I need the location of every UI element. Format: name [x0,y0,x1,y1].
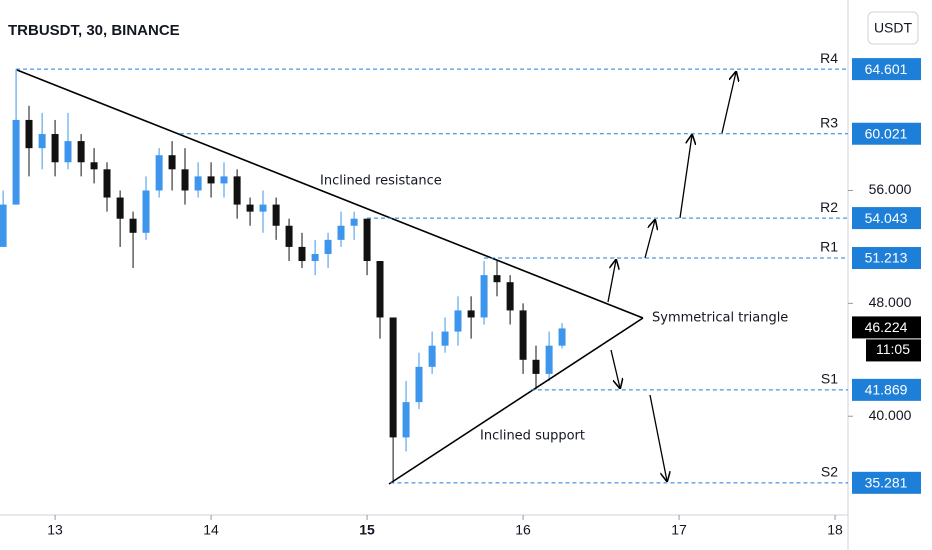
x-tick-label: 16 [515,522,531,538]
x-tick-label: 18 [827,522,843,538]
last-price: 46.224 [865,319,908,335]
candle-body [103,169,111,198]
arrow [607,260,616,303]
candle-body [337,225,345,240]
arrow [679,135,692,219]
x-tick-label: 17 [671,522,687,538]
arrow [649,394,667,481]
x-tick-label: 15 [359,522,375,538]
support-line [388,317,644,485]
candle-body [77,141,85,163]
candle-body [558,328,566,346]
candle-body [233,176,241,205]
candle-body [324,239,332,254]
level-price: 54.043 [865,210,908,226]
candle-body [64,141,72,163]
candle-body [129,218,137,233]
candle-body [142,190,150,233]
level-price-box [852,247,921,270]
level-price: 51.213 [865,250,908,266]
x-tick-label: 13 [47,522,63,538]
candle-body [181,169,189,191]
level-price-box [852,122,921,145]
countdown-box [866,339,921,362]
arrow [610,349,620,388]
level-name: R4 [820,50,838,66]
candle-body [441,331,449,346]
candle-body [454,310,462,332]
candle-body [350,218,358,226]
level-name: R2 [820,199,838,215]
candle-body [116,197,124,219]
level-name: S2 [821,464,838,480]
level-name: R1 [820,239,838,255]
currency-button[interactable] [867,11,919,45]
y-tick-label: 56.000 [869,181,912,197]
candle-body [532,359,540,374]
countdown: 11:05 [876,341,910,357]
annotation: Inclined resistance [320,174,442,189]
candle-body [90,162,98,170]
candle-body [51,134,59,163]
level-price-box [852,471,921,494]
candle-body [0,204,7,247]
y-tick-label: 40.000 [869,407,912,423]
level-price-box [852,58,921,81]
candle-body [298,246,306,262]
plot [0,69,566,483]
level-price-box [852,378,921,401]
currency-label[interactable]: USDT [874,20,913,36]
candle-body [207,176,215,184]
arrow [644,220,655,259]
candle-body [480,275,488,318]
candle-body [220,176,228,184]
resistance-line [16,69,644,319]
level-price-box [852,207,921,230]
last-price-box [852,316,921,339]
candle-body [272,204,280,226]
candle-body [259,204,267,212]
candle-body [389,317,397,438]
level-name: S1 [821,371,838,387]
y-tick-label: 48.000 [869,294,912,310]
level-name: R3 [820,114,838,130]
level-price: 41.869 [865,382,908,398]
level-price: 35.281 [865,475,908,491]
candle-body [311,253,319,262]
candle-body [155,155,163,191]
candle-body [246,204,254,212]
candle-body [545,345,553,374]
annotation: Inclined support [480,429,585,444]
level-price: 60.021 [865,125,908,141]
candle-body [519,310,527,360]
projection-arrows [607,72,736,481]
candle-body [25,119,33,149]
chart-title: TRBUSDT, 30, BINANCE [8,22,180,39]
candle-body [467,310,475,318]
x-tick-label: 14 [203,522,219,538]
candle-body [363,218,371,262]
candle-body [38,134,46,149]
candle-body [506,282,514,311]
level-price: 64.601 [865,61,908,77]
candle-body [428,345,436,367]
candle-body [493,275,501,283]
annotation: Symmetrical triangle [652,311,788,326]
candle-body [285,225,293,247]
candle-body [376,261,384,318]
candle-body [402,402,410,438]
candle-body [12,119,20,205]
candle-body [168,155,176,170]
candle-body [194,176,202,191]
candle-body [415,366,423,403]
arrow [721,72,736,134]
